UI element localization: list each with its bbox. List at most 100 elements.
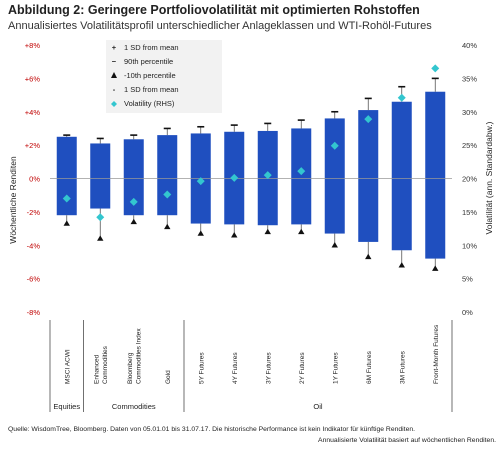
y2-tick-label: 5% bbox=[462, 275, 473, 284]
chart-subtitle: Annualisiertes Volatilitätsprofil unters… bbox=[8, 20, 432, 32]
legend-symbol: − bbox=[112, 57, 117, 66]
p10-marker bbox=[365, 253, 372, 260]
y-axis-label: Wöchentliche Renditen bbox=[8, 156, 18, 244]
y2-axis-label: Volatilität (ann. Standardabw.) bbox=[484, 121, 494, 234]
y2-tick-label: 25% bbox=[462, 141, 477, 150]
bar bbox=[291, 128, 312, 225]
legend-label: -10th percentile bbox=[124, 71, 176, 80]
category-label: 1Y Futures bbox=[332, 352, 339, 384]
source-line-2: Annualisierte Volatilität basiert auf wö… bbox=[318, 437, 496, 444]
bar bbox=[324, 118, 345, 234]
legend-label: 90th percentile bbox=[124, 57, 173, 66]
source-note: Quelle: WisdomTree, Bloomberg. Daten von… bbox=[8, 424, 496, 446]
legend-symbol: + bbox=[112, 43, 117, 52]
category-label-text: Commodities Index bbox=[136, 328, 143, 384]
volatility-point bbox=[364, 115, 373, 124]
group-label: Equities bbox=[53, 402, 80, 411]
volatility-point bbox=[163, 190, 172, 199]
chart-legend: +1 SD from mean− 90th percentile-10th per… bbox=[106, 40, 222, 113]
legend-label: 1 SD from mean bbox=[124, 43, 179, 52]
volatility-point bbox=[431, 64, 440, 73]
category-label: 5Y Futures bbox=[198, 352, 205, 384]
volatility-point bbox=[263, 171, 272, 180]
p10-marker bbox=[231, 232, 238, 238]
volatility-point bbox=[230, 173, 239, 182]
volatility-point bbox=[330, 141, 339, 150]
category-label-text: 2Y Futures bbox=[299, 352, 306, 384]
volatility-point bbox=[62, 194, 71, 203]
category-label: 4Y Futures bbox=[232, 352, 239, 384]
p10-marker bbox=[197, 230, 204, 236]
y2-tick-label: 0% bbox=[462, 308, 473, 317]
chart-title: Abbildung 2: Geringere Portfoliovolatili… bbox=[8, 3, 420, 17]
category-label: Gold bbox=[165, 370, 172, 384]
category-label: 2Y Futures bbox=[299, 352, 306, 384]
y-tick-label: +8% bbox=[25, 41, 41, 50]
category-label-text: 6M Futures bbox=[366, 350, 373, 384]
y2-tick-label: 20% bbox=[462, 175, 477, 184]
p10-marker bbox=[331, 242, 338, 248]
bar bbox=[90, 143, 111, 209]
category-label: MSCI ACWI bbox=[64, 349, 71, 384]
p10-marker bbox=[63, 220, 70, 226]
legend-triangle-icon bbox=[111, 72, 117, 78]
volatility-point bbox=[96, 213, 105, 222]
bar bbox=[56, 136, 77, 216]
legend-diamond-icon bbox=[111, 101, 117, 107]
y2-tick-label: 40% bbox=[462, 41, 477, 50]
legend-label: Volatility (RHS) bbox=[124, 99, 175, 108]
category-label: Bloomberg Commodities Index bbox=[127, 328, 143, 384]
bar bbox=[123, 139, 144, 216]
category-label-text: Commodities bbox=[102, 345, 109, 384]
legend-box bbox=[106, 40, 222, 113]
category-label: Front-Month Futures bbox=[433, 324, 440, 384]
y2-tick-label: 30% bbox=[462, 108, 477, 117]
category-label-text: Bloomberg bbox=[127, 352, 134, 384]
p10-marker bbox=[432, 265, 439, 271]
category-label-text: 4Y Futures bbox=[232, 352, 239, 384]
p10-marker bbox=[298, 228, 305, 235]
bar bbox=[425, 91, 446, 259]
volatility-point bbox=[129, 197, 138, 206]
p10-marker bbox=[130, 218, 137, 225]
source-line-1: Quelle: WisdomTree, Bloomberg. Daten von… bbox=[8, 426, 416, 433]
y-tick-label: 0% bbox=[29, 175, 40, 184]
bar bbox=[358, 110, 379, 242]
category-label-text: 1Y Futures bbox=[332, 352, 339, 384]
volatility-point bbox=[297, 167, 306, 176]
bar bbox=[157, 135, 178, 216]
category-label-text: 3M Futures bbox=[399, 350, 406, 384]
category-label-text: 3Y Futures bbox=[265, 352, 272, 384]
category-label: 3Y Futures bbox=[265, 352, 272, 384]
legend-symbol: - bbox=[113, 85, 116, 94]
category-label: 6M Futures bbox=[366, 350, 373, 384]
y-tick-label: -8% bbox=[27, 308, 41, 317]
y2-tick-label: 10% bbox=[462, 241, 477, 250]
y-tick-label: +2% bbox=[25, 141, 41, 150]
category-label: Enhanced Commodities bbox=[94, 345, 110, 384]
volatility-point bbox=[397, 93, 406, 102]
bar bbox=[391, 101, 412, 251]
group-label: Oil bbox=[313, 402, 323, 411]
p10-marker bbox=[264, 228, 271, 235]
category-label-text: Enhanced bbox=[94, 354, 101, 384]
y-tick-label: -6% bbox=[27, 275, 41, 284]
y-tick-label: +4% bbox=[25, 108, 41, 117]
category-label: 3M Futures bbox=[399, 350, 406, 384]
y2-tick-label: 35% bbox=[462, 74, 477, 83]
p10-marker bbox=[97, 235, 104, 241]
category-label-text: MSCI ACWI bbox=[64, 349, 71, 384]
p10-marker bbox=[164, 223, 171, 230]
y-tick-label: -2% bbox=[27, 208, 41, 217]
volatility-point bbox=[196, 177, 205, 186]
y-tick-label: -4% bbox=[27, 241, 41, 250]
legend-label: 1 SD from mean bbox=[124, 85, 179, 94]
p10-marker bbox=[398, 262, 405, 268]
y2-tick-label: 15% bbox=[462, 208, 477, 217]
y-tick-label: +6% bbox=[25, 74, 41, 83]
group-label: Commodities bbox=[112, 402, 156, 411]
category-label-text: Gold bbox=[165, 370, 172, 384]
category-label-text: Front-Month Futures bbox=[433, 324, 440, 384]
category-label-text: 5Y Futures bbox=[198, 352, 205, 384]
